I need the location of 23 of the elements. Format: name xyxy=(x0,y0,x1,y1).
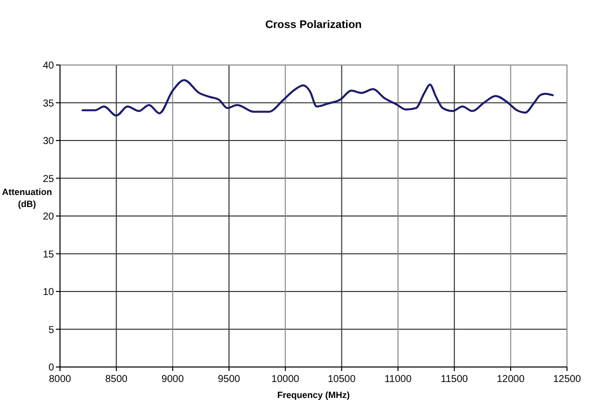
x-tick-label: 11500 xyxy=(440,374,468,385)
x-tick-label: 8000 xyxy=(48,374,72,385)
y-tick-label: 10 xyxy=(42,287,54,298)
x-axis-title: Frequency (MHz) xyxy=(277,390,350,400)
x-tick-label: 8500 xyxy=(105,374,128,385)
x-tick-label: 11000 xyxy=(384,374,412,385)
x-tick-label: 9000 xyxy=(162,374,184,385)
y-tick-label: 15 xyxy=(42,249,54,260)
x-tick-label: 10500 xyxy=(328,374,356,385)
y-tick-label: 30 xyxy=(42,136,54,147)
x-tick-label: 12000 xyxy=(496,374,526,385)
x-tick-label: 10000 xyxy=(271,374,300,385)
y-tick-label: 0 xyxy=(48,362,54,374)
x-tick-label: 12500 xyxy=(553,374,582,385)
y-tick-label: 35 xyxy=(42,98,54,110)
y-tick-label: 5 xyxy=(48,324,54,336)
line-series xyxy=(82,79,554,117)
x-tick-label: 9500 xyxy=(218,374,241,385)
y-tick-label: 25 xyxy=(42,174,54,185)
y-axis-title: Attenuation (dB) xyxy=(2,187,52,209)
y-tick-label: 40 xyxy=(42,60,54,72)
chart-title: Cross Polarization xyxy=(265,19,362,31)
y-tick-label: 20 xyxy=(42,212,54,222)
